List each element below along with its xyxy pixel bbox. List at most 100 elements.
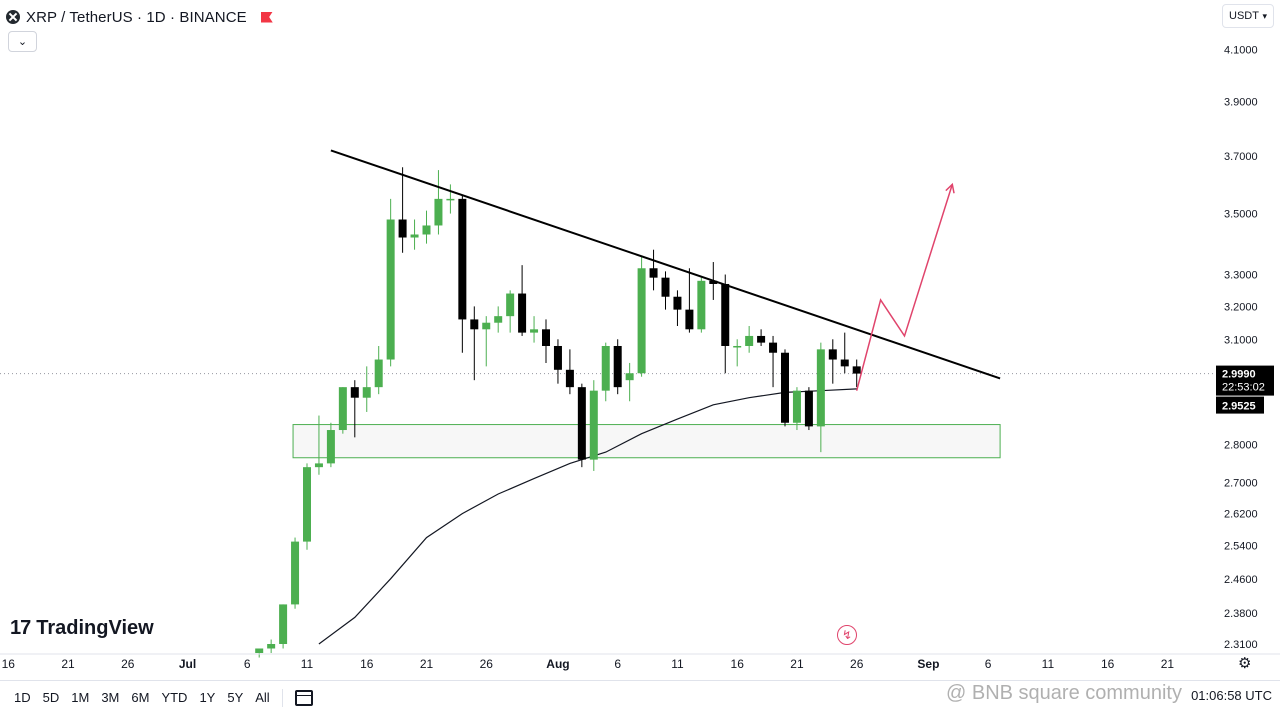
y-tick-label: 2.4600 [1224, 574, 1258, 586]
tradingview-logo: 17 TradingView [10, 617, 154, 640]
range-ytd[interactable]: YTD [161, 690, 188, 705]
candle-body [530, 329, 539, 333]
candle-body [422, 225, 431, 235]
candle-body [816, 349, 825, 427]
x-tick-label: Sep [917, 657, 939, 671]
x-tick-label: 6 [614, 657, 621, 671]
lightning-icon[interactable]: ↯ [837, 625, 857, 645]
tradingview-mark-icon: 17 [10, 617, 31, 639]
symbol-title[interactable]: XRP / TetherUS · 1D · BINANCE [26, 8, 247, 26]
candle-body [613, 345, 622, 388]
candle-body [506, 293, 515, 317]
candle-body [291, 541, 300, 605]
range-6m[interactable]: 6M [131, 690, 150, 705]
candle-body [828, 349, 837, 360]
calendar-icon[interactable] [294, 689, 313, 706]
candle-body [721, 283, 730, 346]
x-tick-label: 26 [121, 657, 135, 671]
candle-body [553, 345, 562, 370]
candle-body [840, 359, 849, 367]
x-tick-label: 16 [731, 657, 745, 671]
candle-body [374, 359, 383, 388]
symbol-header: XRP / TetherUS · 1D · BINANCE [6, 6, 273, 28]
candle-body [482, 322, 491, 330]
candle-body [673, 296, 682, 310]
last-price-label: 2.9990 [1222, 369, 1256, 381]
x-tick-label: Aug [546, 657, 569, 671]
range-1m[interactable]: 1M [71, 690, 90, 705]
candle-body [410, 234, 419, 238]
candle-body [709, 280, 718, 284]
y-tick-label: 2.8000 [1224, 440, 1258, 452]
candle-body [267, 644, 276, 649]
collapse-button[interactable]: ⌄ [8, 31, 37, 52]
candle-body [565, 369, 574, 388]
y-tick-label: 2.3100 [1224, 639, 1258, 651]
toolbar-divider [281, 688, 283, 707]
candle-body [398, 219, 407, 238]
x-tick-label: 21 [790, 657, 804, 671]
y-tick-label: 3.1000 [1224, 334, 1258, 346]
candle-body [757, 335, 766, 343]
candle-body [350, 387, 359, 398]
candle-body [745, 335, 754, 346]
candle-body [494, 316, 503, 323]
x-tick-label: 11 [1042, 657, 1055, 671]
range-all[interactable]: All [255, 690, 270, 705]
x-tick-label: 26 [480, 657, 494, 671]
candle-body [255, 648, 264, 654]
y-tick-label: 3.9000 [1224, 96, 1258, 108]
moving-average-line [318, 388, 857, 645]
utc-clock[interactable]: 01:06:58 UTC [1191, 688, 1272, 703]
candle-body [303, 467, 311, 542]
candle-body [362, 387, 371, 398]
range-1d[interactable]: 1D [14, 690, 31, 705]
currency-selector[interactable]: USDT ▾ [1222, 4, 1274, 28]
gear-icon[interactable]: ⚙ [1238, 655, 1252, 672]
y-tick-label: 2.6200 [1224, 509, 1258, 521]
range-5y[interactable]: 5Y [227, 690, 244, 705]
watermark: @ BNB square community [946, 682, 1182, 704]
flag-icon[interactable] [260, 11, 273, 23]
candle-body [781, 352, 789, 423]
candle-body [314, 463, 323, 468]
x-tick-label: Jul [179, 657, 196, 671]
candle-body [649, 268, 658, 278]
x-tick-label: 26 [850, 657, 864, 671]
candle-body [446, 198, 455, 201]
candle-body [458, 198, 467, 320]
descending-trendline [330, 149, 1001, 380]
range-3m[interactable]: 3M [101, 690, 120, 705]
candle-body [577, 387, 586, 460]
range-1y[interactable]: 1Y [199, 690, 216, 705]
range-5d[interactable]: 5D [42, 690, 60, 705]
y-tick-label: 2.7000 [1224, 477, 1258, 489]
xrp-logo-icon [6, 10, 20, 24]
x-tick-label: 21 [61, 657, 75, 671]
projection-arrowhead [945, 182, 955, 194]
x-tick-label: 21 [420, 657, 434, 671]
x-tick-label: 16 [360, 657, 374, 671]
support-zone [292, 424, 1001, 459]
y-tick-label: 2.5400 [1224, 541, 1258, 553]
y-tick-label: 3.5000 [1224, 209, 1258, 221]
candle-body [338, 387, 347, 431]
candle-body [518, 293, 527, 333]
ma-value-badge [1216, 396, 1264, 414]
candle-body [769, 342, 778, 353]
ma-value-label: 2.9525 [1222, 401, 1256, 413]
candle-body [625, 373, 634, 381]
candle-body [470, 319, 479, 330]
x-tick-label: 11 [301, 657, 314, 671]
chevron-down-icon: ⌄ [17, 36, 28, 48]
candle-body [542, 329, 550, 346]
x-tick-label: 11 [671, 657, 684, 671]
y-tick-label: 4.1000 [1224, 45, 1258, 57]
candle-body [601, 345, 610, 391]
candle-body [697, 280, 706, 330]
chevron-down-icon: ▾ [1262, 10, 1267, 21]
candle-body [661, 277, 670, 297]
last-price-badge [1216, 365, 1274, 396]
